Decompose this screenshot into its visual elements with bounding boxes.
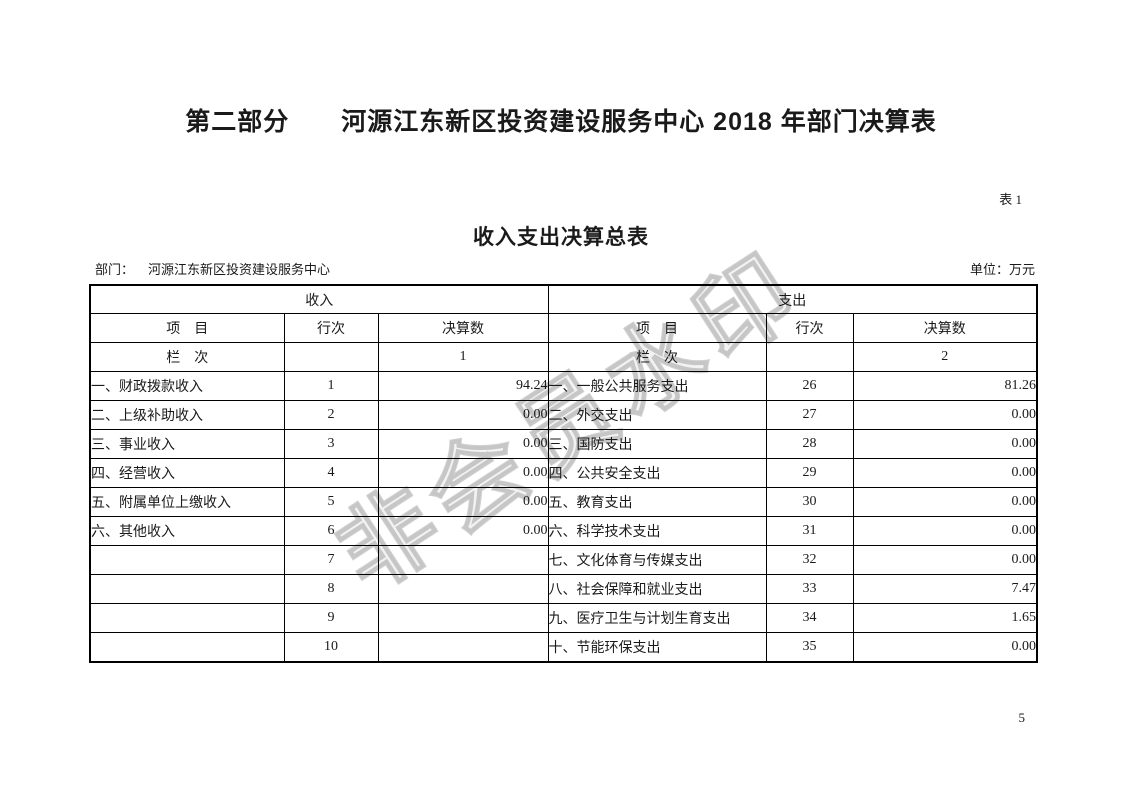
expenditure-amount-cell: 0.00 <box>852 487 1038 517</box>
expenditure-amount-cell: 0.00 <box>852 429 1038 459</box>
income-item-cell <box>89 574 285 604</box>
income-amount-cell <box>377 545 549 575</box>
income-item-cell <box>89 545 285 575</box>
expenditure-line-cell: 30 <box>765 487 854 517</box>
income-column-index: 1 <box>377 342 549 372</box>
income-amount-header: 决算数 <box>377 313 549 343</box>
income-line-cell: 7 <box>283 545 379 575</box>
expenditure-line-cell: 35 <box>765 632 854 663</box>
income-item-cell: 三、事业收入 <box>89 429 285 459</box>
income-amount-cell: 94.24 <box>377 371 549 401</box>
table-row: 一、财政拨款收入 1 94.24 一、一般公共服务支出 26 81.26 <box>89 371 1038 401</box>
income-amount-cell: 0.00 <box>377 487 549 517</box>
income-item-cell <box>89 632 285 663</box>
expenditure-item-cell: 四、公共安全支出 <box>547 458 767 488</box>
income-item-cell: 六、其他收入 <box>89 516 285 546</box>
expenditure-line-cell: 33 <box>765 574 854 604</box>
part-title: 第二部分 河源江东新区投资建设服务中心 2018 年部门决算表 <box>185 108 937 136</box>
income-item-cell: 四、经营收入 <box>89 458 285 488</box>
table-row: 9 九、医疗卫生与计划生育支出 34 1.65 <box>89 603 1038 633</box>
expenditure-line-cell: 27 <box>765 400 854 430</box>
expenditure-item-cell: 二、外交支出 <box>547 400 767 430</box>
expenditure-index-line-cell <box>765 342 854 372</box>
income-line-cell: 1 <box>283 371 379 401</box>
table-row: 三、事业收入 3 0.00 三、国防支出 28 0.00 <box>89 429 1038 459</box>
expenditure-item-header: 项 目 <box>547 313 767 343</box>
income-amount-cell: 0.00 <box>377 400 549 430</box>
expenditure-amount-header: 决算数 <box>852 313 1038 343</box>
expenditure-line-cell: 32 <box>765 545 854 575</box>
column-header-row: 项 目 行次 决算数 项 目 行次 决算数 <box>89 313 1038 343</box>
income-line-cell: 2 <box>283 400 379 430</box>
column-index-row: 栏 次 1 栏 次 2 <box>89 342 1038 372</box>
income-item-cell: 一、财政拨款收入 <box>89 371 285 401</box>
expenditure-amount-cell: 0.00 <box>852 632 1038 663</box>
table-row: 8 八、社会保障和就业支出 33 7.47 <box>89 574 1038 604</box>
income-expenditure-table: 收入 支出 项 目 行次 决算数 项 目 行次 决算数 栏 次 1 栏 次 2 … <box>88 284 1039 663</box>
income-line-cell: 5 <box>283 487 379 517</box>
expenditure-amount-cell: 81.26 <box>852 371 1038 401</box>
income-amount-cell <box>377 603 549 633</box>
expenditure-item-cell: 五、教育支出 <box>547 487 767 517</box>
income-item-cell <box>89 603 285 633</box>
expenditure-line-cell: 26 <box>765 371 854 401</box>
table-row: 7 七、文化体育与传媒支出 32 0.00 <box>89 545 1038 575</box>
income-item-cell: 二、上级补助收入 <box>89 400 285 430</box>
unit-label: 单位：万元 <box>969 262 1035 277</box>
expenditure-item-cell: 十、节能环保支出 <box>547 632 767 663</box>
table-row: 五、附属单位上缴收入 5 0.00 五、教育支出 30 0.00 <box>89 487 1038 517</box>
income-amount-cell: 0.00 <box>377 516 549 546</box>
income-index-line-cell <box>283 342 379 372</box>
expenditure-column-index: 2 <box>852 342 1038 372</box>
table-row: 10 十、节能环保支出 35 0.00 <box>89 632 1038 663</box>
expenditure-item-cell: 一、一般公共服务支出 <box>547 371 767 401</box>
table-body: 一、财政拨款收入 1 94.24 一、一般公共服务支出 26 81.26 二、上级补助收入 2… <box>89 371 1038 663</box>
expenditure-amount-cell: 7.47 <box>852 574 1038 604</box>
expenditure-amount-cell: 0.00 <box>852 545 1038 575</box>
expenditure-amount-cell: 1.65 <box>852 603 1038 633</box>
expenditure-line-header: 行次 <box>765 313 854 343</box>
expenditure-section-header: 支出 <box>547 284 1038 314</box>
income-section-header: 收入 <box>88 284 549 314</box>
table-row: 六、其他收入 6 0.00 六、科学技术支出 31 0.00 <box>89 516 1038 546</box>
income-amount-cell <box>377 632 549 663</box>
income-line-header: 行次 <box>283 313 379 343</box>
income-item-cell: 五、附属单位上缴收入 <box>89 487 285 517</box>
income-amount-cell: 0.00 <box>377 458 549 488</box>
income-line-cell: 6 <box>283 516 379 546</box>
expenditure-column-index-label: 栏 次 <box>547 342 767 372</box>
expenditure-amount-cell: 0.00 <box>852 458 1038 488</box>
department-line: 部门： 河源江东新区投资建设服务中心 <box>95 259 330 278</box>
department-value: 河源江东新区投资建设服务中心 <box>148 262 331 277</box>
income-item-header: 项 目 <box>89 313 285 343</box>
income-line-cell: 8 <box>283 574 379 604</box>
income-line-cell: 10 <box>283 632 379 663</box>
expenditure-line-cell: 28 <box>765 429 854 459</box>
expenditure-item-cell: 七、文化体育与传媒支出 <box>547 545 767 575</box>
income-column-index-label: 栏 次 <box>89 342 285 372</box>
meta-row: 部门： 河源江东新区投资建设服务中心 单位：万元 <box>95 259 1035 278</box>
income-line-cell: 3 <box>283 429 379 459</box>
table-title: 收入支出决算总表 <box>473 226 649 249</box>
expenditure-item-cell: 三、国防支出 <box>547 429 767 459</box>
income-line-cell: 9 <box>283 603 379 633</box>
expenditure-item-cell: 八、社会保障和就业支出 <box>547 574 767 604</box>
expenditure-item-cell: 九、医疗卫生与计划生育支出 <box>547 603 767 633</box>
table-row: 四、经营收入 4 0.00 四、公共安全支出 29 0.00 <box>89 458 1038 488</box>
expenditure-line-cell: 34 <box>765 603 854 633</box>
page-number: 5 <box>1018 710 1026 725</box>
section-header-row: 收入 支出 <box>88 284 1038 314</box>
income-amount-cell <box>377 574 549 604</box>
table-row: 二、上级补助收入 2 0.00 二、外交支出 27 0.00 <box>89 400 1038 430</box>
expenditure-item-cell: 六、科学技术支出 <box>547 516 767 546</box>
expenditure-line-cell: 29 <box>765 458 854 488</box>
department-label: 部门： <box>95 262 135 277</box>
expenditure-amount-cell: 0.00 <box>852 400 1038 430</box>
expenditure-amount-cell: 0.00 <box>852 516 1038 546</box>
income-amount-cell: 0.00 <box>377 429 549 459</box>
income-line-cell: 4 <box>283 458 379 488</box>
expenditure-line-cell: 31 <box>765 516 854 546</box>
table-number-label: 表 1 <box>999 192 1022 207</box>
